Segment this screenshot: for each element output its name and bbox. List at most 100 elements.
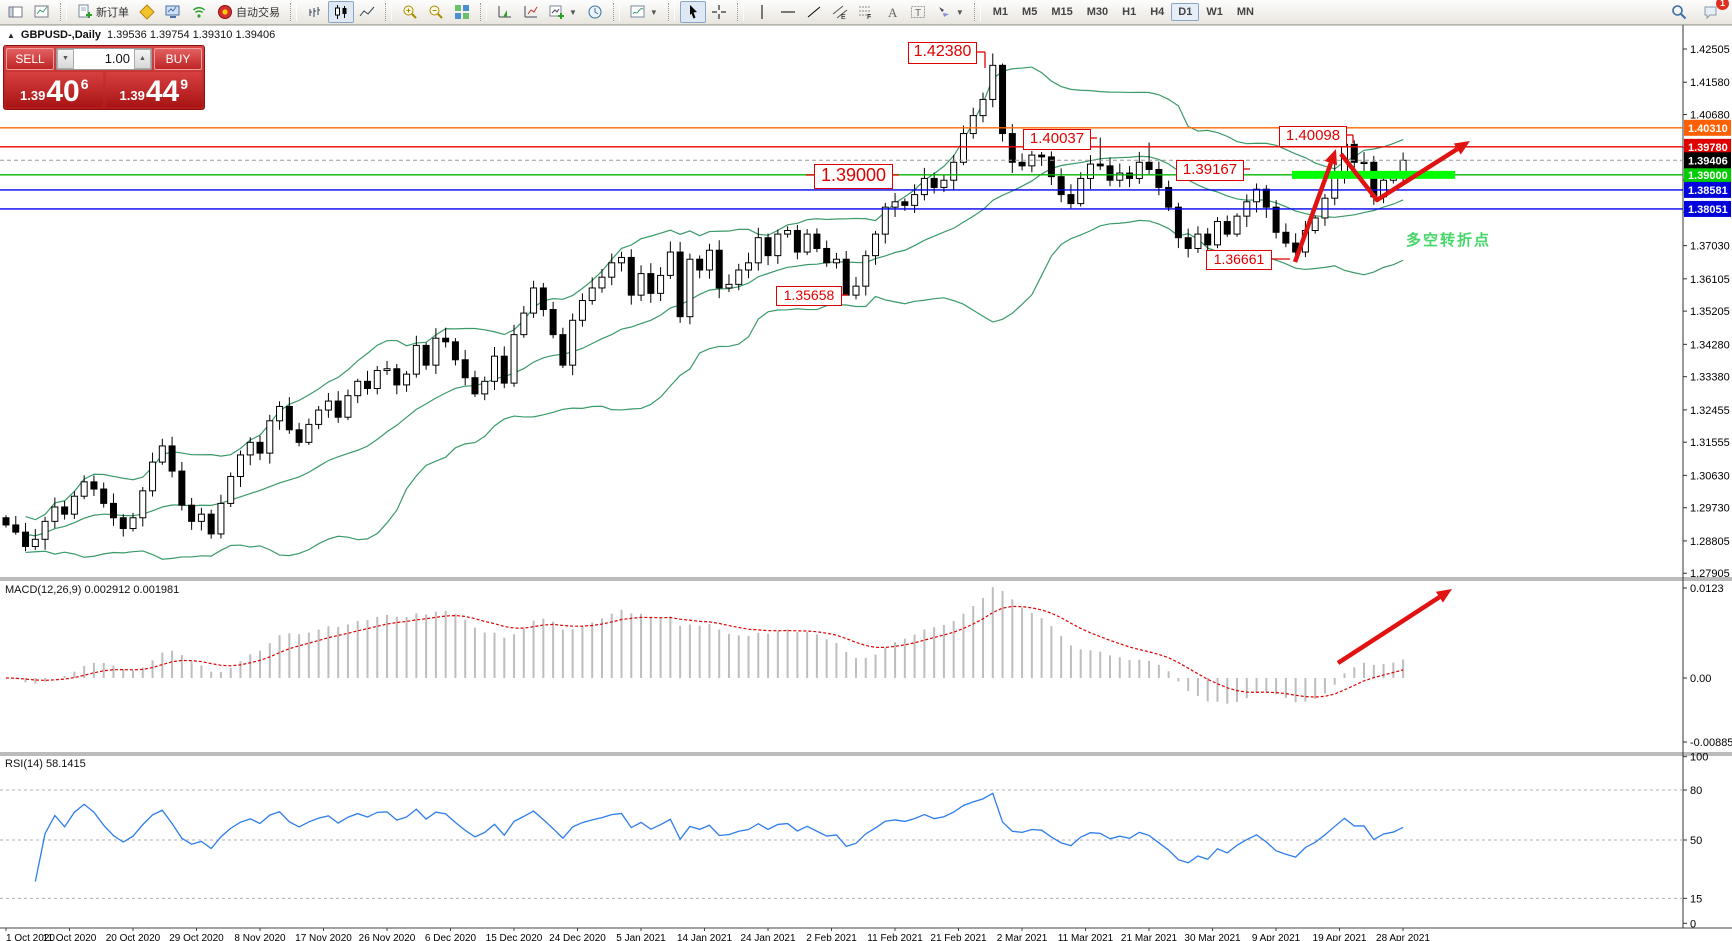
tf-h4[interactable]: H4 — [1150, 6, 1165, 18]
svg-text:1.34280: 1.34280 — [1690, 339, 1730, 351]
price-label-140098[interactable]: 1.40098 — [1279, 125, 1347, 147]
svg-text:11 Oct 2020: 11 Oct 2020 — [43, 933, 97, 941]
tf-m5[interactable]: M5 — [1022, 6, 1038, 18]
fibonacci-icon[interactable]: F — [853, 1, 879, 23]
buy-button[interactable]: BUY — [154, 48, 202, 70]
volume-decrease-button[interactable]: ▼ — [57, 49, 74, 69]
buy-price-panel[interactable]: 1.39 44 9 — [105, 72, 202, 107]
clock-icon[interactable] — [582, 1, 608, 23]
channel-icon[interactable]: E — [827, 1, 853, 23]
publish-chart-icon[interactable] — [160, 1, 186, 23]
svg-text:24 Dec 2020: 24 Dec 2020 — [549, 933, 606, 941]
chart-template-icon[interactable]: ▼ — [625, 1, 663, 23]
svg-text:1.35205: 1.35205 — [1690, 306, 1730, 318]
candlestick-chart-icon[interactable] — [328, 1, 354, 23]
bollinger-bands — [25, 66, 1404, 560]
text-label-icon[interactable]: T — [905, 1, 931, 23]
sell-price-panel[interactable]: 1.39 40 6 — [6, 72, 103, 107]
trendline-icon[interactable] — [801, 1, 827, 23]
svg-text:24 Jan 2021: 24 Jan 2021 — [740, 933, 795, 941]
support-zone-highlight[interactable] — [1292, 170, 1455, 179]
crosshair-icon[interactable] — [706, 1, 732, 23]
tf-m1[interactable]: M1 — [992, 6, 1009, 18]
svg-text:1.36105: 1.36105 — [1690, 274, 1730, 286]
volume-increase-button[interactable]: ▲ — [134, 49, 151, 69]
tf-d1[interactable]: D1 — [1171, 3, 1200, 21]
svg-text:9 Apr 2021: 9 Apr 2021 — [1252, 933, 1301, 941]
price-label-139000[interactable]: 1.39000 — [814, 163, 893, 189]
svg-text:1 Oct 2020: 1 Oct 2020 — [6, 933, 55, 941]
tf-m30[interactable]: M30 — [1086, 6, 1109, 18]
svg-text:1.40310: 1.40310 — [1688, 123, 1728, 135]
symbol-header: ▲ GBPUSD-,Daily 1.39536 1.39754 1.39310 … — [7, 29, 275, 41]
price-label-142380[interactable]: 1.42380 — [908, 42, 977, 64]
autotrade-button[interactable]: 自动交易 — [212, 1, 285, 23]
trend-arrow[interactable] — [1339, 147, 1459, 203]
svg-text:E: E — [841, 14, 846, 20]
search-icon[interactable] — [1666, 1, 1692, 23]
svg-text:1.33380: 1.33380 — [1690, 372, 1730, 384]
trend-arrow[interactable] — [1292, 162, 1333, 263]
vertical-line-icon[interactable] — [749, 1, 775, 23]
svg-text:1.39406: 1.39406 — [1688, 155, 1728, 167]
new-order-label: 新订单 — [96, 7, 129, 19]
dropdown-caret: ▼ — [955, 7, 964, 17]
chart-preview-icon[interactable] — [29, 1, 55, 23]
svg-text:2 Feb 2021: 2 Feb 2021 — [806, 933, 857, 941]
seal-icon[interactable] — [134, 1, 160, 23]
bar-chart-icon[interactable] — [302, 1, 328, 23]
cursor-icon[interactable] — [679, 1, 706, 23]
svg-text:T: T — [915, 8, 921, 19]
tf-w1[interactable]: W1 — [1206, 6, 1223, 18]
notifications-icon[interactable]: 1 — [1698, 0, 1729, 23]
tf-m15[interactable]: M15 — [1051, 6, 1073, 18]
price-label-135658[interactable]: 1.35658 — [776, 286, 842, 306]
navigator-icon[interactable] — [492, 1, 518, 23]
svg-text:F: F — [867, 14, 871, 20]
symbol-name: GBPUSD-,Daily — [20, 29, 101, 41]
tf-mn[interactable]: MN — [1236, 6, 1254, 18]
tf-h1[interactable]: H1 — [1122, 6, 1137, 18]
svg-text:80: 80 — [1690, 785, 1702, 797]
svg-text:A: A — [888, 5, 898, 20]
svg-text:21 Mar 2021: 21 Mar 2021 — [1121, 933, 1178, 941]
timeframe-group: M1 M5 M15 M30 H1 H4 D1 W1 MN — [983, 1, 1264, 23]
price-label-136661[interactable]: 1.36661 — [1206, 250, 1272, 270]
zoom-out-icon[interactable] — [423, 1, 449, 23]
tile-windows-icon[interactable] — [449, 1, 475, 23]
sell-price-sup: 6 — [80, 76, 89, 92]
trend-arrow[interactable] — [1336, 595, 1441, 665]
svg-text:50: 50 — [1690, 835, 1702, 847]
one-click-collapse-icon[interactable]: ▲ — [7, 30, 15, 40]
panels-icon[interactable] — [3, 1, 29, 23]
svg-text:8 Nov 2020: 8 Nov 2020 — [234, 933, 286, 941]
sell-price-big: 40 — [46, 75, 80, 108]
shapes-icon[interactable]: ▼ — [931, 1, 969, 23]
price-axis[interactable]: 1.425051.415801.406801.397551.388551.379… — [1683, 44, 1731, 580]
svg-text:1.38581: 1.38581 — [1688, 185, 1728, 197]
new-chart-icon[interactable]: ▼ — [544, 1, 582, 23]
line-chart-icon[interactable] — [354, 1, 380, 23]
dropdown-caret: ▼ — [569, 7, 577, 17]
volume-stepper: ▼ 1.00 ▲ — [56, 48, 152, 70]
svg-text:5 Jan 2021: 5 Jan 2021 — [616, 933, 666, 941]
data-window-icon[interactable] — [518, 1, 544, 23]
svg-text:1.30630: 1.30630 — [1690, 470, 1730, 482]
zoom-in-icon[interactable] — [397, 1, 423, 23]
svg-text:1.41580: 1.41580 — [1690, 77, 1730, 89]
horizontal-line-icon[interactable] — [775, 1, 801, 23]
svg-text:1.31555: 1.31555 — [1690, 437, 1730, 449]
sell-button[interactable]: SELL — [6, 48, 54, 70]
svg-text:15 Dec 2020: 15 Dec 2020 — [486, 933, 543, 941]
rsi-line — [34, 792, 1404, 882]
signal-icon[interactable] — [186, 1, 212, 23]
price-label-139167[interactable]: 1.39167 — [1176, 159, 1244, 181]
text-icon[interactable]: A — [879, 1, 905, 23]
chinese-note-label[interactable]: 多空转折点 — [1406, 232, 1492, 249]
volume-value[interactable]: 1.00 — [104, 51, 130, 66]
new-order-button[interactable]: 新订单 — [72, 1, 134, 23]
svg-text:1.39000: 1.39000 — [1688, 170, 1728, 182]
price-label-140037[interactable]: 1.40037 — [1023, 128, 1091, 150]
